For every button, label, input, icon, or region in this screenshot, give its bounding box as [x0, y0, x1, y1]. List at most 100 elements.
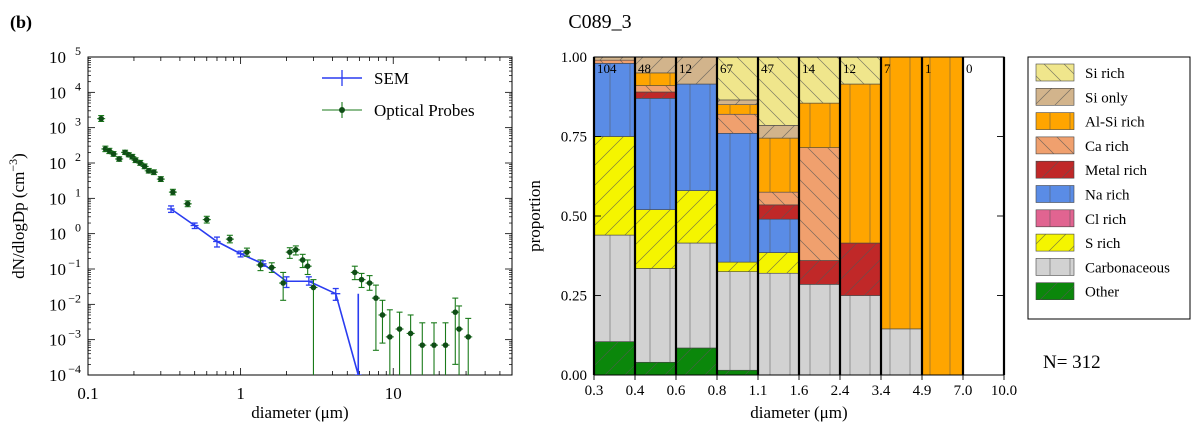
bar-hatch: [758, 57, 799, 126]
bar-hatch: [840, 57, 881, 85]
plot-area: [97, 115, 473, 375]
optical-point: [158, 176, 164, 182]
y-tick-exponent: −1: [68, 256, 81, 270]
bin-count-label: 0: [966, 61, 973, 76]
bar-hatch: [635, 268, 676, 363]
bar-hatch: [799, 103, 840, 148]
bin-count-label: 67: [720, 61, 734, 76]
y-tick-label: 10: [49, 331, 66, 350]
optical-point: [110, 151, 117, 157]
bar-hatch: [594, 235, 635, 342]
legend-label: Cl rich: [1085, 212, 1127, 228]
bar-hatch: [594, 63, 635, 137]
optical-point: [373, 295, 379, 301]
panel-label: (b): [10, 12, 32, 33]
bar-hatch: [758, 125, 799, 139]
x-tick-label: 7.0: [954, 383, 973, 399]
optical-point: [299, 257, 306, 263]
bar-hatch: [635, 98, 676, 210]
y-tick-label: 10: [49, 366, 66, 385]
x-axis-label: diameter (μm): [251, 403, 348, 422]
optical-point: [366, 280, 373, 286]
y-tick-exponent: 5: [75, 44, 81, 58]
y-tick-exponent: 4: [75, 79, 81, 93]
bar-hatch: [717, 114, 758, 134]
legend-swatch-hatch: [1036, 161, 1074, 179]
bar-hatch: [594, 136, 635, 236]
x-tick-label: 1.1: [749, 383, 768, 399]
bar-hatch: [758, 192, 799, 205]
legend-optical-label: Optical Probes: [374, 101, 475, 120]
bar-hatch: [758, 138, 799, 193]
n-label: N= 312: [1043, 352, 1101, 373]
bar-hatch: [758, 219, 799, 253]
optical-point: [407, 330, 414, 337]
y-tick-label: 10: [49, 119, 66, 138]
optical-point: [465, 334, 472, 340]
bar-hatch: [799, 260, 840, 285]
optical-point: [203, 216, 210, 223]
bar-hatch: [758, 252, 799, 274]
legend-optical-marker: [339, 107, 345, 113]
y-tick-label: 10: [49, 225, 66, 244]
y-tick-label: 0.50: [561, 209, 587, 225]
optical-point: [352, 269, 358, 276]
figure-title: C089_3: [568, 11, 631, 33]
y-tick-label: 1.00: [561, 50, 587, 66]
bar-hatch: [840, 84, 881, 244]
optical-point: [257, 262, 264, 268]
y-tick-exponent: −4: [68, 362, 81, 376]
bar-hatch: [594, 341, 635, 375]
x-axis-label: diameter (μm): [750, 403, 847, 422]
bar-hatch: [717, 99, 758, 105]
bin-count-label: 12: [843, 61, 856, 76]
optical-point: [358, 276, 365, 283]
optical-point: [184, 201, 191, 207]
bar-hatch: [594, 60, 635, 64]
optical-point: [145, 168, 152, 174]
x-tick-label: 0.6: [667, 383, 686, 399]
y-tick-label: 10: [49, 154, 66, 173]
bin-count-label: 14: [802, 61, 816, 76]
optical-point: [132, 157, 139, 164]
legend-sem-label: SEM: [374, 69, 409, 88]
y-axis-label: dN/dlogDp (cm−3): [6, 153, 28, 279]
optical-point: [387, 334, 393, 340]
x-tick-label: 10.0: [991, 383, 1017, 399]
legend-swatch-hatch: [1036, 136, 1074, 154]
y-tick-exponent: 0: [75, 221, 81, 235]
bin-count-label: 1: [925, 61, 932, 76]
legend-label: Si only: [1085, 90, 1128, 106]
bar-hatch: [717, 370, 758, 375]
bar-hatch: [635, 72, 676, 86]
optical-point: [379, 312, 386, 318]
optical-point: [137, 160, 144, 166]
legend-label: Other: [1085, 285, 1119, 301]
legend-swatch-hatch: [1036, 64, 1074, 81]
bar-hatch: [635, 362, 676, 375]
bin-count-label: 7: [884, 61, 891, 76]
y-tick-label: 0.00: [561, 368, 587, 384]
optical-point: [227, 236, 233, 242]
bar-hatch: [717, 262, 758, 272]
bin-count-label: 12: [679, 61, 692, 76]
optical-point: [456, 326, 462, 332]
optical-point: [268, 264, 275, 271]
legend-label: Metal rich: [1085, 163, 1148, 179]
bar-hatch: [676, 84, 717, 191]
y-tick-exponent: 1: [75, 185, 81, 199]
legend-swatch-hatch: [1036, 209, 1074, 227]
bar-hatch: [717, 104, 758, 115]
bar-hatch: [717, 133, 758, 263]
bar-hatch: [881, 328, 922, 375]
optical-point: [304, 263, 311, 270]
optical-point: [310, 284, 317, 291]
y-tick-exponent: −3: [68, 327, 81, 341]
bar-hatch: [676, 347, 717, 375]
optical-point: [431, 342, 437, 348]
bin-count-label: 104: [597, 61, 617, 76]
bar-hatch: [635, 57, 676, 73]
optical-point: [244, 249, 250, 255]
legend-swatch-hatch: [1036, 88, 1074, 106]
